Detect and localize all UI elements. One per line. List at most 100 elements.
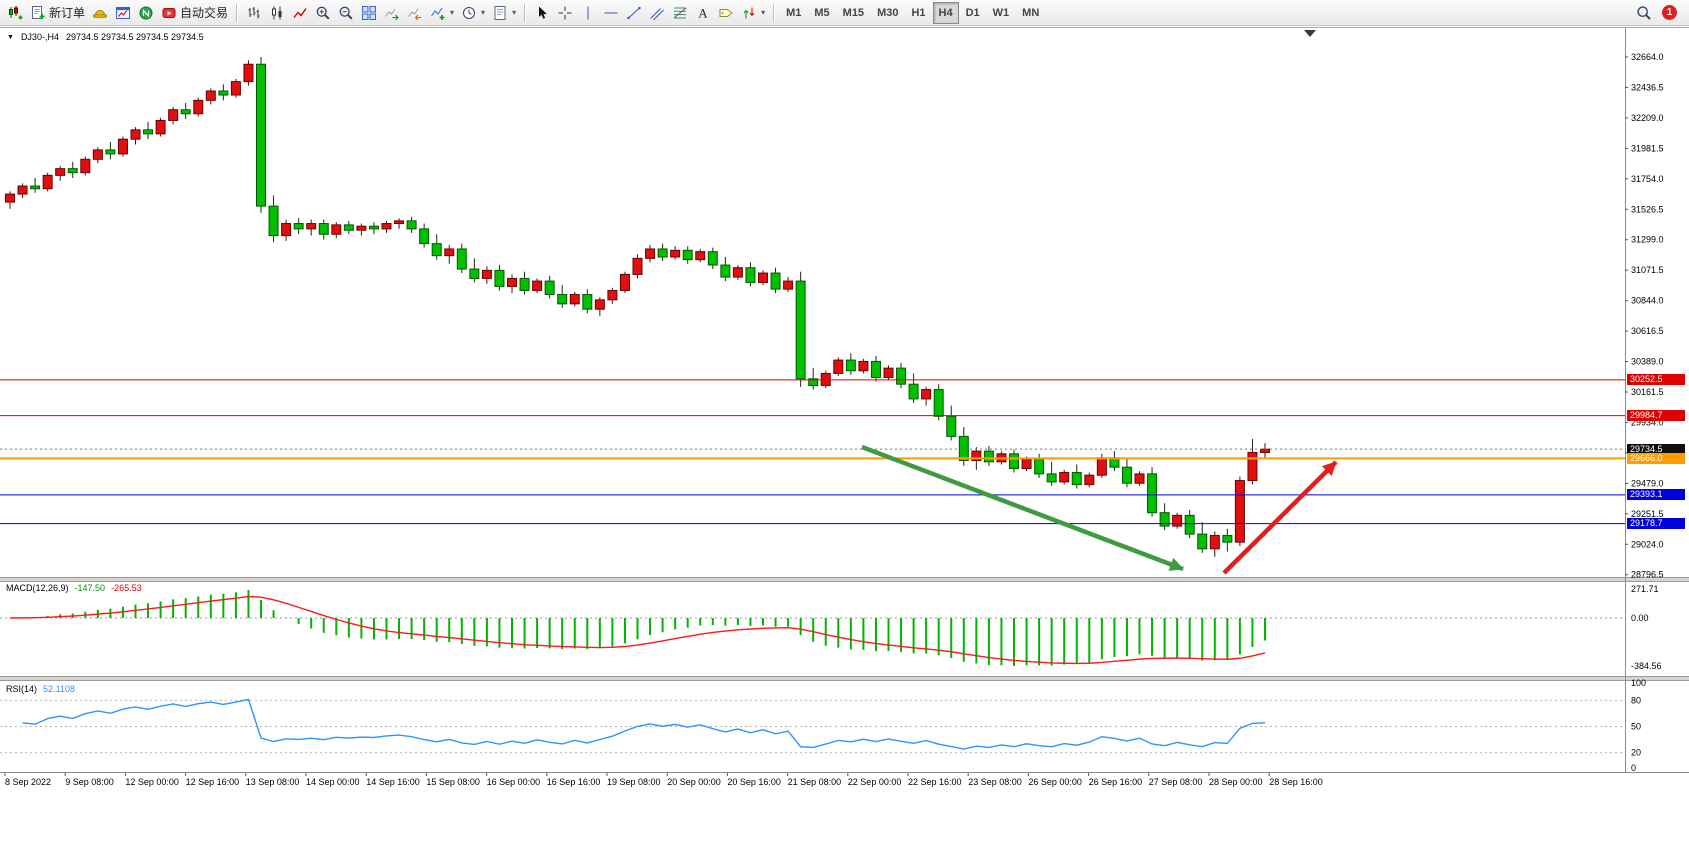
vline-icon [580,5,596,21]
new-order-button[interactable]: 新订单 [27,2,88,24]
zoom-in-button[interactable] [312,2,334,24]
text-button[interactable]: A [692,2,714,24]
svg-text:20 Sep 00:00: 20 Sep 00:00 [667,777,721,787]
crosshair-icon [557,5,573,21]
svg-text:32209.0: 32209.0 [1631,113,1664,123]
timeframe-m1-button[interactable]: M1 [786,6,802,19]
svg-text:30161.5: 30161.5 [1631,387,1664,397]
zoom-out-button[interactable] [335,2,357,24]
templates-button[interactable]: ▾ [489,2,519,24]
vertical-line-button[interactable] [577,2,599,24]
svg-text:31526.5: 31526.5 [1631,204,1664,214]
navigator-icon [138,5,154,21]
indicators-button-dropdown[interactable]: ▾ [450,8,455,17]
rsi-line [22,698,1266,750]
ohlc-bars-icon [246,5,262,21]
svg-text:14 Sep 16:00: 14 Sep 16:00 [366,777,420,787]
zoom-in-icon [315,5,331,21]
charts-button[interactable] [112,2,134,24]
reversal-arrow[interactable] [1222,460,1338,575]
price-badge-29984.7: 29984.7 [1627,410,1685,422]
toolbar-separator [236,3,239,22]
candlestick-chart-button[interactable] [266,2,288,24]
auto-scroll-button[interactable] [381,2,403,24]
price-badge-29393.1: 29393.1 [1627,489,1685,501]
svg-text:28 Sep 16:00: 28 Sep 16:00 [1269,777,1323,787]
text-label-button[interactable] [715,2,737,24]
svg-text:29934.0: 29934.0 [1631,417,1664,427]
timeframe-h1-button[interactable]: H1 [911,6,926,19]
chart-shift-button[interactable] [404,2,426,24]
indicators-icon [430,5,446,21]
svg-text:21 Sep 08:00: 21 Sep 08:00 [788,777,842,787]
equidistant-channel-button[interactable] [646,2,668,24]
collapse-icon[interactable]: ▼ [7,33,14,41]
crosshair-button[interactable] [554,2,576,24]
svg-text:26 Sep 00:00: 26 Sep 00:00 [1028,777,1082,787]
chart-area[interactable]: 32664.0 32436.5 32209.0 31981.5 31754.0 31526… [0,26,1689,855]
periods-button-dropdown[interactable]: ▾ [481,8,486,17]
timeframe-h4-button[interactable]: H4 [932,1,959,24]
autotrading-button[interactable]: 自动交易 [158,2,231,24]
timeframe-m15-button[interactable]: M15 [842,6,865,19]
macd-scale-label: -384.56 [1631,661,1662,671]
macd-signal-value: -265.53 [111,583,142,593]
periods-button[interactable]: ▾ [458,2,488,24]
rsi-scale-label: 0 [1631,763,1636,773]
price-levels [0,379,1625,525]
chart-title: DJ30-,H4 [20,32,59,42]
navigator-button[interactable] [135,2,157,24]
bar-chart-button[interactable] [243,2,265,24]
profiles-icon [92,5,108,21]
timeframe-d1-button[interactable]: D1 [965,6,980,19]
trendline-button[interactable] [623,2,645,24]
svg-text:29024.0: 29024.0 [1631,539,1664,549]
new-order-button-label: 新订单 [49,6,86,20]
rsi-value: 52.1108 [43,684,75,694]
horizontal-line-button[interactable] [600,2,622,24]
line-chart-button[interactable] [289,2,311,24]
timeframe-mn-button[interactable]: MN [1022,6,1040,19]
arrows-button[interactable]: ▾ [738,2,768,24]
timeframe-m5-button[interactable]: M5 [814,6,830,19]
macd-scale-label: 0.00 [1631,613,1649,623]
profiles-button[interactable] [89,2,111,24]
svg-text:31981.5: 31981.5 [1631,143,1664,153]
toolbar: 新订单 自动交易 ▾ ▾ ▾ A ▾ M1 M5 M15 M30 H1 H4 D1 W1 MN 1 [0,0,1689,26]
svg-text:16 Sep 16:00: 16 Sep 16:00 [547,777,601,787]
timeframe-m30-button[interactable]: M30 [877,6,899,19]
timeframe-w1-button[interactable]: W1 [992,6,1010,19]
fibonacci-icon [672,5,688,21]
new-chart-button[interactable] [4,2,26,24]
notification-badge[interactable]: 1 [1662,5,1677,20]
label-icon [718,5,734,21]
channel-icon [649,5,665,21]
search-icon[interactable] [1636,5,1652,21]
arrows-button-dropdown[interactable]: ▾ [761,8,766,17]
indicators-button[interactable]: ▾ [427,2,457,24]
zoom-out-icon [338,5,354,21]
chart-shift-marker[interactable] [1304,30,1316,37]
auto-scroll-icon [384,5,400,21]
time-axis[interactable]: 8 Sep 2022 9 Sep 08:00 12 Sep 00:00 12 Sep … [4,773,1323,787]
toolbar-right: 1 [1636,5,1685,21]
downtrend-arrow[interactable] [861,444,1184,572]
templates-button-dropdown[interactable]: ▾ [512,8,517,17]
svg-text:16 Sep 00:00: 16 Sep 00:00 [487,777,541,787]
chart-header: ▼ DJ30-,H4 29734.5 29734.5 29734.5 29734… [7,32,204,42]
chart-canvas[interactable]: 32664.0 32436.5 32209.0 31981.5 31754.0 31526… [0,26,1689,855]
price-badge-29666.0: 29666.0 [1627,452,1685,464]
tile-windows-button[interactable] [358,2,380,24]
new-order-icon [30,5,46,21]
cursor-button[interactable] [531,2,553,24]
toolbar-separator [524,3,527,22]
svg-text:A: A [698,5,708,20]
fibonacci-button[interactable] [669,2,691,24]
rsi-scale-label: 100 [1631,678,1646,688]
svg-text:32664.0: 32664.0 [1631,52,1664,62]
svg-text:30844.0: 30844.0 [1631,296,1664,306]
svg-text:15 Sep 08:00: 15 Sep 08:00 [426,777,480,787]
candle-chart-plus-icon [7,5,23,21]
hline-icon [603,5,619,21]
price-badge-29734.5: 29734.5 [1627,443,1685,455]
